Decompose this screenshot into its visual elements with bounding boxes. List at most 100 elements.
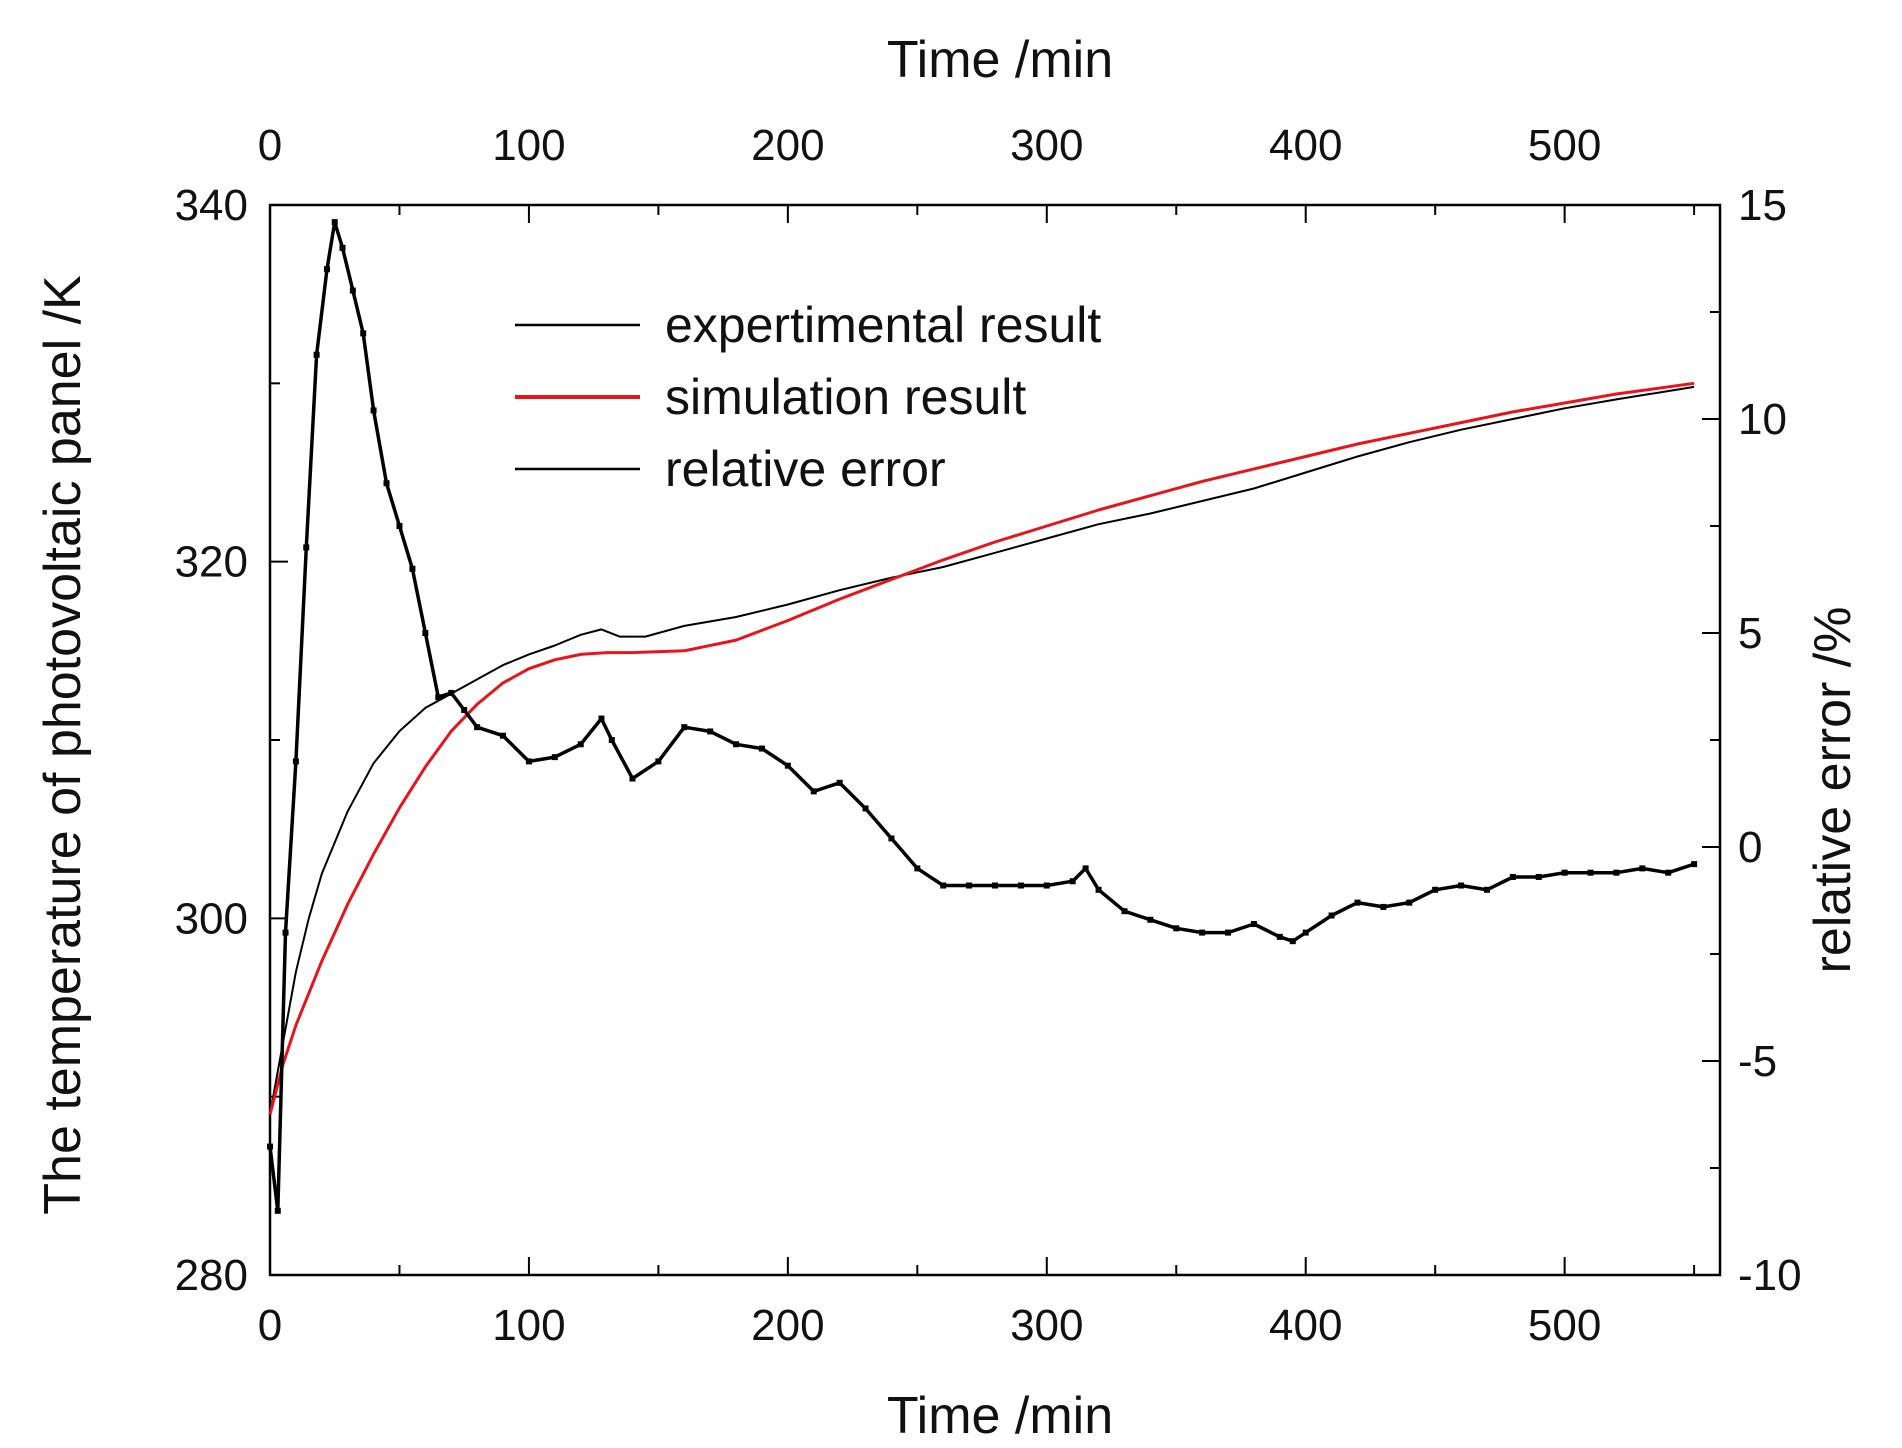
series-point-relative-error <box>1691 861 1698 868</box>
series-point-relative-error <box>810 788 817 795</box>
series-group <box>267 219 1698 1214</box>
x-tick-label-top: 300 <box>1010 121 1083 170</box>
series-point-relative-error <box>1354 899 1361 906</box>
x-tick-label-bottom: 0 <box>258 1301 282 1350</box>
series-point-relative-error <box>1639 865 1646 872</box>
x-tick-label-top: 400 <box>1269 121 1342 170</box>
series-point-relative-error <box>1289 938 1296 945</box>
series-point-relative-error <box>292 758 299 765</box>
series-point-relative-error <box>1199 929 1206 936</box>
axis-labels: Time /min Time /min The temperature of p… <box>34 31 1862 1445</box>
series-point-relative-error <box>1406 899 1413 906</box>
legend-label: expertimental result <box>665 297 1101 353</box>
x-axis-title-top: Time /min <box>887 31 1113 89</box>
series-point-relative-error <box>435 694 442 701</box>
series-point-relative-error <box>323 266 330 273</box>
series-point-relative-error <box>1173 925 1180 932</box>
series-point-relative-error <box>1017 882 1024 889</box>
series-point-relative-error <box>784 762 791 769</box>
series-point-relative-error <box>1276 933 1283 940</box>
y-right-tick-label: 0 <box>1738 823 1762 872</box>
series-point-relative-error <box>282 929 289 936</box>
y-axis-title-left: The temperature of photovoltaic panel /K <box>34 275 92 1215</box>
x-tick-label-top: 0 <box>258 121 282 170</box>
series-point-relative-error <box>1587 869 1594 876</box>
x-tick-label-bottom: 300 <box>1010 1301 1083 1350</box>
series-point-relative-error <box>313 351 320 358</box>
series-point-relative-error <box>1380 903 1387 910</box>
series-point-relative-error <box>758 745 765 752</box>
series-point-relative-error <box>422 630 429 636</box>
y-left-tick-label: 280 <box>175 1251 248 1300</box>
series-point-relative-error <box>836 779 843 786</box>
series-point-relative-error <box>1483 886 1490 893</box>
series-point-relative-error <box>551 754 558 761</box>
series-point-relative-error <box>1509 873 1516 880</box>
series-point-relative-error <box>331 219 338 226</box>
series-line-simulation-result <box>268 381 1695 1115</box>
series-line-expertimental-result <box>269 385 1695 1115</box>
series-point-relative-error <box>655 758 662 765</box>
y-right-tick-label: -5 <box>1738 1037 1777 1086</box>
series-point-relative-error <box>409 565 416 572</box>
y-right-tick-label: -10 <box>1738 1251 1802 1300</box>
axis-ticks: 0010010020020030030040040050050028030032… <box>175 121 1802 1350</box>
series-point-relative-error <box>1043 882 1050 889</box>
series-point-relative-error <box>608 737 615 743</box>
chart-plot-area <box>268 203 1722 1277</box>
series-point-relative-error <box>448 689 455 696</box>
series-point-relative-error <box>629 775 636 782</box>
y-right-tick-label: 5 <box>1738 609 1762 658</box>
series-point-relative-error <box>940 882 947 889</box>
y-right-tick-label: 10 <box>1738 395 1787 444</box>
series-point-relative-error <box>733 741 740 748</box>
legend: expertimental result simulation result rel… <box>515 297 1101 497</box>
series-point-relative-error <box>461 707 468 714</box>
x-tick-label-top: 500 <box>1528 121 1601 170</box>
series-point-relative-error <box>360 330 367 337</box>
series-point-relative-error <box>339 244 346 251</box>
series-point-relative-error <box>1095 886 1102 893</box>
legend-label: simulation result <box>665 369 1026 425</box>
x-axis-title-bottom: Time /min <box>887 1387 1113 1445</box>
plot-frame <box>268 203 1722 1277</box>
series-point-relative-error <box>1613 869 1620 876</box>
series-point-relative-error <box>349 287 356 294</box>
series-point-relative-error <box>267 1143 273 1150</box>
series-point-relative-error <box>1121 908 1128 915</box>
series-point-relative-error <box>1147 916 1154 923</box>
series-point-relative-error <box>1535 873 1542 880</box>
series-point-relative-error <box>1250 921 1257 928</box>
series-line-relative-error <box>268 220 1695 1213</box>
series-point-relative-error <box>707 728 714 735</box>
x-tick-label-top: 200 <box>751 121 824 170</box>
series-point-relative-error <box>598 715 605 722</box>
series-point-relative-error <box>383 480 390 487</box>
series-point-relative-error <box>1665 869 1672 876</box>
series-point-relative-error <box>681 724 688 731</box>
series-point-relative-error <box>500 732 507 739</box>
series-point-relative-error <box>577 741 584 748</box>
series-point-relative-error <box>525 758 532 765</box>
x-tick-label-bottom: 500 <box>1528 1301 1601 1350</box>
legend-label: relative error <box>665 441 946 497</box>
y-axis-title-right: relative error /% <box>1804 607 1862 974</box>
x-tick-label-bottom: 400 <box>1269 1301 1342 1350</box>
series-point-relative-error <box>303 544 310 551</box>
series-point-relative-error <box>1458 882 1465 889</box>
y-left-tick-label: 300 <box>175 894 248 943</box>
series-point-relative-error <box>1328 912 1335 919</box>
y-left-tick-label: 340 <box>175 181 248 230</box>
x-tick-label-bottom: 200 <box>751 1301 824 1350</box>
series-point-relative-error <box>862 805 869 812</box>
series-point-relative-error <box>1302 929 1309 936</box>
x-tick-label-bottom: 100 <box>492 1301 565 1350</box>
series-point-relative-error <box>992 882 998 889</box>
y-right-tick-label: 15 <box>1738 181 1787 230</box>
series-point-relative-error <box>1432 886 1439 893</box>
series-point-relative-error <box>914 865 921 872</box>
x-tick-label-top: 100 <box>492 121 565 170</box>
y-left-tick-label: 320 <box>175 538 248 587</box>
